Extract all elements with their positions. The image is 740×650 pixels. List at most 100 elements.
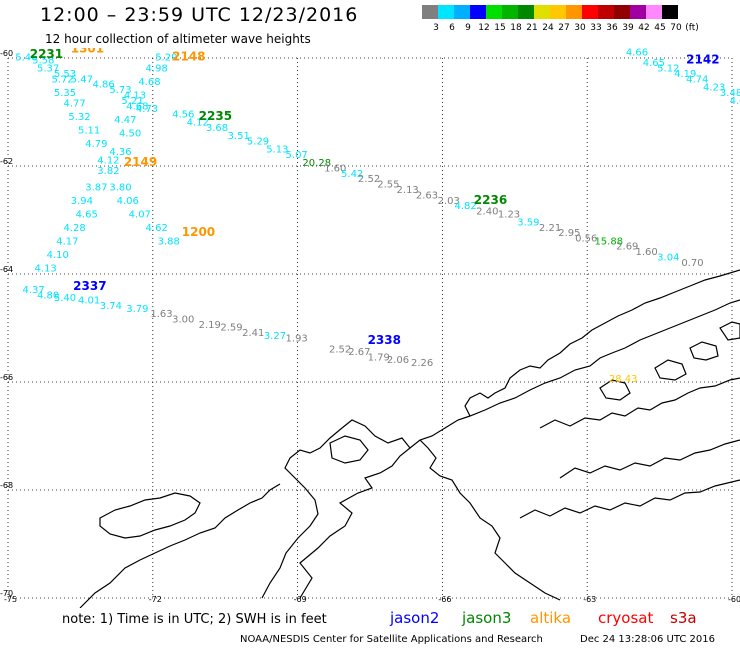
wave-height-value: 28.43 xyxy=(609,374,638,385)
pass-time-label: 2236 xyxy=(474,193,507,207)
wave-height-value: 2.41 xyxy=(242,328,264,339)
wave-height-value: 4.74 xyxy=(686,74,708,85)
lat-tick-label: -62 xyxy=(0,157,13,166)
lon-tick-label: -69 xyxy=(294,595,307,604)
wave-height-value: 2.03 xyxy=(438,196,460,207)
lat-tick-label: -70 xyxy=(0,589,13,598)
wave-height-value: 2.63 xyxy=(416,190,438,201)
wave-height-value: 5.37 xyxy=(37,64,59,75)
pass-time-label: 2142 xyxy=(686,52,719,66)
wave-height-value: 4.01 xyxy=(78,296,100,307)
wave-height-value: 4.13 xyxy=(124,91,146,102)
legend-label: 30 xyxy=(574,23,586,33)
wave-height-value: 4.07 xyxy=(129,209,151,220)
wave-height-value: 4.0 xyxy=(730,96,740,107)
wave-height-value: 1.79 xyxy=(368,352,390,363)
wave-height-value: 4.65 xyxy=(76,209,98,220)
pass-time-label: 2149 xyxy=(124,155,157,169)
wave-height-value: 5.73 xyxy=(109,85,131,96)
wave-height-value: 1.23 xyxy=(498,209,520,220)
legend-swatch xyxy=(502,5,518,19)
legend-label: 24 xyxy=(542,23,554,33)
footnote: note: 1) Time is in UTC; 2) SWH is in fe… xyxy=(62,612,327,627)
legend-label: 18 xyxy=(510,23,522,33)
lon-tick-label: -75 xyxy=(4,595,17,604)
pass-time-label: 2338 xyxy=(368,333,401,347)
legend-swatch xyxy=(598,5,614,19)
wave-height-value: 5.12 xyxy=(657,64,679,75)
wave-height-value: 1.60 xyxy=(324,163,346,174)
wave-height-value: 4.37 xyxy=(22,285,44,296)
legend-swatch xyxy=(438,5,454,19)
wave-height-value: 3.87 xyxy=(85,182,107,193)
wave-height-value: 4.10 xyxy=(47,250,69,261)
wave-height-value: 3.82 xyxy=(97,166,119,177)
wave-height-value: 4.62 xyxy=(146,223,168,234)
legend-label: 21 xyxy=(526,23,538,33)
wave-height-value: 4.12 xyxy=(187,118,209,129)
wave-height-value: 4.13 xyxy=(35,263,57,274)
wave-height-value: 4.12 xyxy=(97,155,119,166)
legend-label: 9 xyxy=(465,23,471,33)
wave-height-value: 4.23 xyxy=(703,82,725,93)
legend-swatch xyxy=(566,5,582,19)
wave-height-value: 5.32 xyxy=(68,112,90,123)
wave-height-value: 4.98 xyxy=(146,64,168,75)
legend-swatch xyxy=(422,5,438,19)
legend-unit: (ft) xyxy=(685,23,699,33)
wave-height-value: 3.59 xyxy=(517,217,539,228)
wave-height-value: 1.60 xyxy=(635,247,657,258)
wave-height-value: 5.29 xyxy=(247,136,269,147)
legend-swatch xyxy=(518,5,534,19)
wave-height-value: 3.88 xyxy=(158,236,180,247)
credit-line: NOAA/NESDIS Center for Satellite Applica… xyxy=(240,634,543,645)
wave-height-value: 5.58 xyxy=(32,55,54,66)
wave-height-value: 1.63 xyxy=(150,309,172,320)
legend-swatch xyxy=(470,5,486,19)
wave-height-value: 2.06 xyxy=(387,355,409,366)
legend-label: 70 xyxy=(670,23,682,33)
legend-label: 12 xyxy=(478,23,490,33)
legend-label: 42 xyxy=(638,23,650,33)
wave-height-value: 2.69 xyxy=(616,242,638,253)
legend-swatch xyxy=(646,5,662,19)
lon-tick-label: -72 xyxy=(149,595,162,604)
wave-height-value: 15.88 xyxy=(594,236,623,247)
wave-height-value: 2.52 xyxy=(358,174,380,185)
wave-height-value: 3.74 xyxy=(100,301,122,312)
wave-height-value: 3.80 xyxy=(109,182,131,193)
wave-height-value: 2.59 xyxy=(220,323,242,334)
wave-height-value: 2.19 xyxy=(199,320,221,331)
wave-height-value: 5.47 xyxy=(71,74,93,85)
wave-height-value: 5.11 xyxy=(78,126,100,137)
legend-label: 3 xyxy=(433,23,439,33)
wave-height-value: 5.46 xyxy=(15,53,37,64)
wave-height-value: 4.86 xyxy=(92,80,114,91)
wave-height-value: 5.21 xyxy=(121,96,143,107)
wave-height-value: 1.93 xyxy=(286,334,308,345)
legend-label: 6 xyxy=(449,23,455,33)
wave-height-value: 3.00 xyxy=(172,315,194,326)
satellite-name: s3a xyxy=(670,609,697,627)
lon-tick-label: -66 xyxy=(438,595,451,604)
wave-height-value: 4.06 xyxy=(117,196,139,207)
wave-height-value: 4.68 xyxy=(126,101,148,112)
graticule xyxy=(7,57,733,599)
wave-height-value: 0.70 xyxy=(681,258,703,269)
wave-height-value: 2.52 xyxy=(329,344,351,355)
wave-height-value: 3.94 xyxy=(71,196,93,207)
wave-height-value: 5.13 xyxy=(266,145,288,156)
pass-time-label: 1301 xyxy=(71,48,104,56)
pass-time-label: 1200 xyxy=(182,225,215,239)
wave-height-value: 5.29 xyxy=(155,53,177,64)
satellite-name: jason3 xyxy=(462,609,512,627)
legend-swatch xyxy=(454,5,470,19)
wave-height-map: 5.465.585.375.535.725.47 4.865.73 5.35 4.13… xyxy=(0,48,740,608)
lat-tick-label: -68 xyxy=(0,481,13,490)
wave-height-value: 2.55 xyxy=(377,180,399,191)
wave-height-value: 2.67 xyxy=(348,347,370,358)
lon-tick-label: -60 xyxy=(728,595,740,604)
satellite-name: altika xyxy=(530,609,572,627)
map-subtitle: 12 hour collection of altimeter wave hei… xyxy=(45,32,311,46)
legend-swatch xyxy=(662,5,678,19)
